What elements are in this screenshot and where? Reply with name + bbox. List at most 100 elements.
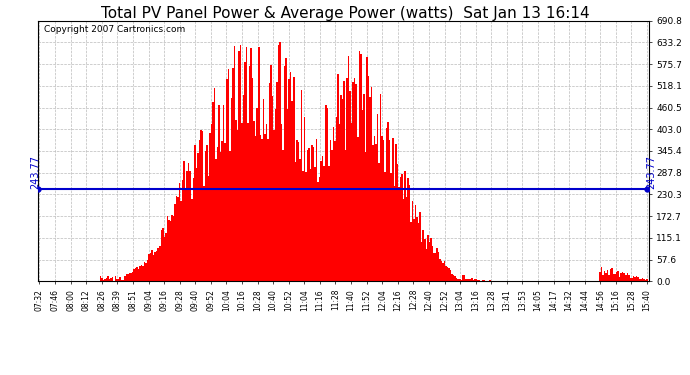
Bar [427, 234, 428, 281]
Bar [331, 150, 333, 281]
Bar [238, 51, 239, 281]
Bar [138, 269, 139, 281]
Bar [447, 267, 448, 281]
Bar [279, 42, 281, 281]
Bar [288, 79, 290, 281]
Bar [380, 94, 382, 281]
Bar [195, 168, 197, 281]
Bar [360, 54, 362, 281]
Bar [392, 138, 393, 281]
Bar [428, 242, 430, 281]
Bar [436, 248, 437, 281]
Bar [203, 186, 205, 281]
Bar [349, 90, 351, 281]
Bar [185, 188, 186, 281]
Bar [221, 141, 223, 281]
Bar [330, 141, 331, 281]
Bar [326, 108, 328, 281]
Bar [377, 114, 378, 281]
Bar [464, 276, 465, 281]
Bar [395, 144, 397, 281]
Bar [442, 263, 444, 281]
Bar [247, 123, 249, 281]
Bar [353, 82, 354, 281]
Bar [374, 136, 375, 281]
Bar [364, 152, 366, 281]
Bar [172, 216, 175, 281]
Text: Total PV Panel Power & Average Power (watts)  Sat Jan 13 16:14: Total PV Panel Power & Average Power (wa… [101, 6, 589, 21]
Bar [459, 279, 460, 281]
Bar [416, 217, 418, 281]
Bar [407, 177, 408, 281]
Bar [491, 280, 493, 281]
Bar [310, 170, 311, 281]
Bar [466, 279, 468, 281]
Bar [147, 260, 148, 281]
Bar [437, 252, 440, 281]
Bar [186, 171, 188, 281]
Bar [127, 274, 128, 281]
Bar [206, 145, 208, 281]
Text: 243.77: 243.77 [30, 155, 40, 189]
Bar [359, 51, 360, 281]
Bar [362, 110, 363, 281]
Bar [455, 276, 456, 281]
Bar [177, 197, 179, 281]
Bar [397, 165, 398, 281]
Bar [441, 261, 442, 281]
Bar [224, 142, 226, 281]
Bar [305, 172, 307, 281]
Bar [411, 222, 412, 281]
Bar [171, 215, 172, 281]
Bar [435, 253, 436, 281]
Bar [418, 223, 420, 281]
Bar [234, 46, 235, 281]
Bar [406, 197, 407, 281]
Bar [301, 90, 302, 281]
Bar [110, 279, 112, 281]
Bar [368, 76, 369, 281]
Bar [337, 74, 339, 281]
Bar [355, 84, 357, 281]
Bar [284, 66, 286, 281]
Bar [287, 109, 288, 281]
Bar [357, 137, 359, 281]
Bar [610, 268, 611, 281]
Bar [266, 124, 267, 281]
Bar [249, 66, 250, 281]
Bar [257, 108, 258, 281]
Bar [607, 270, 609, 281]
Bar [316, 139, 317, 281]
Text: Copyright 2007 Cartronics.com: Copyright 2007 Cartronics.com [44, 24, 186, 33]
Bar [201, 131, 203, 281]
Bar [631, 278, 633, 281]
Bar [480, 280, 482, 281]
Bar [400, 177, 401, 281]
Bar [627, 273, 628, 281]
Bar [150, 252, 151, 281]
Bar [299, 159, 301, 281]
Bar [117, 279, 118, 281]
Bar [258, 47, 259, 281]
Bar [255, 136, 257, 281]
Bar [226, 79, 228, 281]
Bar [244, 62, 246, 281]
Bar [179, 183, 180, 281]
Bar [157, 248, 159, 281]
Bar [460, 280, 462, 281]
Bar [342, 99, 343, 281]
Bar [372, 145, 374, 281]
Bar [107, 276, 109, 281]
Bar [363, 94, 364, 281]
Bar [333, 127, 334, 281]
Bar [620, 273, 622, 281]
Bar [124, 276, 126, 281]
Bar [135, 268, 136, 281]
Bar [139, 266, 141, 281]
Bar [268, 83, 270, 281]
Bar [281, 124, 282, 281]
Bar [272, 96, 273, 281]
Bar [388, 122, 389, 281]
Bar [599, 272, 600, 281]
Bar [200, 130, 201, 281]
